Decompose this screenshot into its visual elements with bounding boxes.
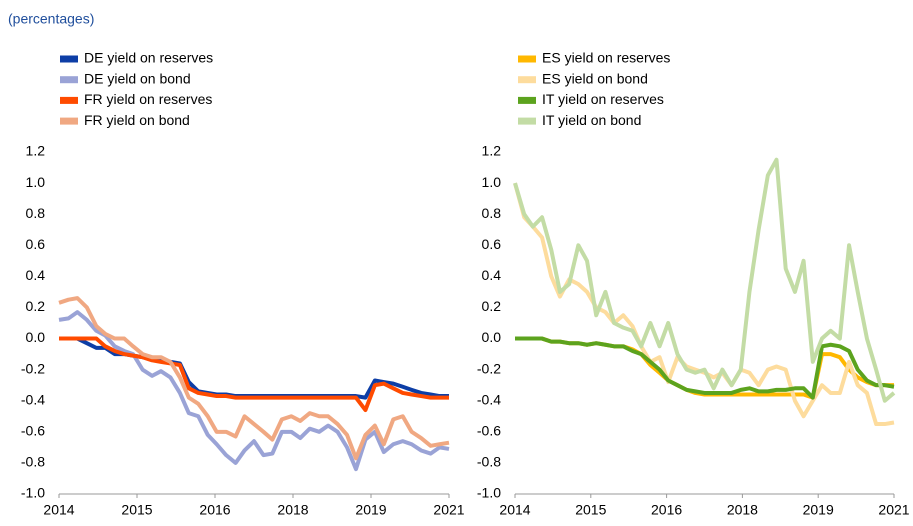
y-tick-label: 1.2 [482,143,502,159]
legend-swatch [518,117,536,125]
y-tick-label: 0.8 [482,205,502,221]
x-tick-label: 2014 [43,502,74,518]
series-line [513,182,895,427]
y-tick-label: 0.0 [26,329,46,345]
y-tick-label: -0.4 [21,391,45,407]
y-tick-label: -0.8 [21,454,45,470]
x-tick-label: 2016 [651,502,682,518]
subtitle: (percentages) [8,11,94,27]
y-tick-label: -0.8 [477,454,501,470]
legend-label: DE yield on reserves [84,50,213,66]
y-tick-label: -0.4 [477,391,501,407]
x-tick-label: 2015 [575,502,606,518]
y-tick-label: 1.2 [26,143,46,159]
y-tick-label: 1.0 [482,174,502,190]
x-tick-label: 2021 [878,502,909,518]
series-line [515,336,895,400]
x-tick-label: 2015 [121,502,152,518]
series-line [58,296,450,461]
x-tick-label: 2019 [803,502,834,518]
legend-swatch [60,96,78,104]
y-tick-label: -0.6 [21,423,45,439]
legend-swatch [60,117,78,125]
y-tick-label: -0.2 [21,360,45,376]
legend-swatch [518,76,536,84]
y-tick-label: 0.2 [482,298,502,314]
y-tick-label: 0.8 [26,205,46,221]
y-tick-label: -1.0 [477,485,501,501]
y-tick-label: 0.6 [26,236,46,252]
legend-label: FR yield on bond [84,112,190,128]
y-tick-label: 0.6 [482,236,502,252]
y-tick-label: 0.0 [482,329,502,345]
y-tick-label: -0.2 [477,360,501,376]
legend-label: ES yield on reserves [542,50,670,66]
series-line [59,336,449,413]
legend-label: IT yield on reserves [542,91,664,107]
x-tick-label: 2019 [355,502,386,518]
x-tick-label: 2014 [499,502,530,518]
legend-label: FR yield on reserves [84,91,212,107]
y-tick-label: -1.0 [21,485,45,501]
x-tick-label: 2016 [199,502,230,518]
y-tick-label: -0.6 [477,423,501,439]
legend-label: IT yield on bond [542,112,641,128]
x-tick-label: 2021 [433,502,464,518]
legend-swatch [60,76,78,84]
y-tick-label: 0.4 [482,267,502,283]
legend-label: DE yield on bond [84,70,191,86]
series-line [513,157,896,403]
x-tick-label: 2018 [277,502,308,518]
legend-swatch [60,55,78,63]
legend-swatch [518,55,536,63]
y-tick-label: 1.0 [26,174,46,190]
legend-swatch [518,96,536,104]
y-tick-label: 0.4 [26,267,46,283]
series-line [58,310,450,472]
x-tick-label: 2018 [727,502,758,518]
y-tick-label: 0.2 [26,298,46,314]
legend-label: ES yield on bond [542,70,648,86]
